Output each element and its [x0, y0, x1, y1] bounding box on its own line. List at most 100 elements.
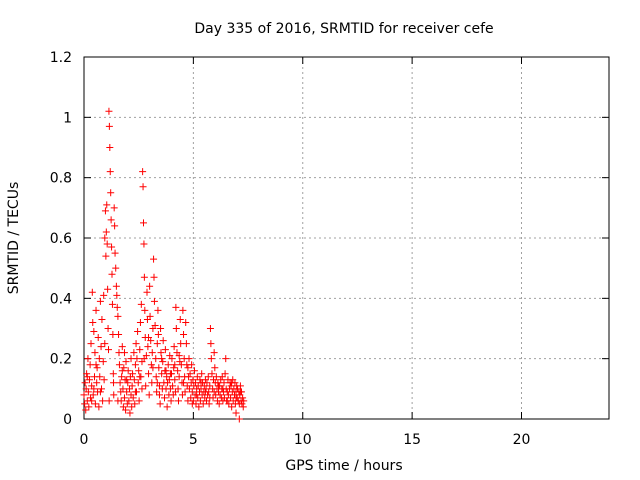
data-point: [95, 403, 103, 411]
data-point: [138, 385, 146, 393]
data-point: [232, 394, 240, 402]
data-point: [85, 403, 93, 411]
data-point: [194, 382, 202, 390]
data-point: [210, 349, 218, 357]
data-point: [222, 355, 230, 363]
data-point: [82, 406, 90, 414]
data-point: [180, 331, 188, 339]
data-point: [123, 376, 131, 384]
data-point: [146, 312, 154, 320]
data-point: [108, 300, 116, 308]
data-point: [172, 303, 180, 311]
data-point: [110, 204, 118, 212]
axis-ticks: 0 0.2 0.4 0.6 0.8 1 1.2 0 5 10 15 20: [50, 50, 609, 448]
data-point: [234, 385, 242, 393]
data-point: [115, 331, 123, 339]
data-point: [129, 394, 137, 402]
data-point: [150, 273, 158, 281]
data-point: [158, 355, 166, 363]
data-point: [101, 340, 109, 348]
data-point: [128, 403, 136, 411]
data-point: [98, 385, 105, 393]
y-tick-label: 0.8: [50, 171, 72, 187]
data-point: [140, 240, 148, 248]
data-point: [146, 282, 154, 290]
data-point: [151, 321, 159, 329]
data-point: [163, 403, 171, 411]
data-point: [204, 373, 212, 381]
data-point: [149, 364, 157, 372]
data-point: [116, 379, 124, 387]
data-point: [115, 361, 123, 369]
data-point: [145, 391, 153, 399]
data-point: [157, 325, 165, 332]
data-point: [125, 397, 133, 405]
data-point: [153, 388, 161, 396]
data-point: [106, 144, 114, 151]
data-point: [220, 379, 228, 387]
data-point: [98, 315, 106, 323]
data-point: [181, 388, 189, 396]
data-point: [101, 207, 109, 215]
data-point: [120, 349, 128, 357]
data-point: [195, 403, 203, 411]
data-point: [206, 325, 214, 332]
data-point: [240, 397, 248, 405]
data-point: [170, 364, 178, 372]
data-point: [122, 406, 130, 414]
data-point: [88, 288, 96, 296]
data-point: [140, 273, 148, 281]
data-point: [90, 328, 98, 336]
data-point: [170, 343, 178, 351]
data-point: [156, 400, 164, 408]
data-point: [136, 346, 144, 354]
data-point: [113, 291, 121, 299]
data-point: [206, 394, 214, 402]
data-point: [131, 361, 139, 369]
data-point: [169, 382, 177, 390]
data-point: [105, 397, 113, 405]
data-point: [161, 394, 168, 402]
data-point: [167, 397, 175, 405]
data-point: [131, 400, 139, 408]
data-point: [105, 122, 113, 130]
data-point: [137, 300, 145, 308]
data-point: [175, 397, 182, 405]
y-tick-label: 0: [63, 412, 72, 428]
data-point: [92, 306, 100, 314]
data-point: [144, 343, 152, 351]
data-point: [159, 337, 167, 345]
data-point: [130, 376, 138, 384]
data-point: [161, 346, 169, 354]
data-point: [84, 355, 92, 363]
y-tick-label: 1: [63, 110, 72, 126]
data-point: [120, 364, 128, 372]
data-point: [131, 388, 139, 396]
data-point: [185, 373, 193, 381]
data-point: [88, 397, 96, 405]
data-point: [127, 355, 135, 363]
data-point: [162, 367, 170, 375]
data-point: [102, 228, 110, 236]
data-point: [124, 379, 132, 387]
data-point: [123, 388, 131, 396]
data-point: [113, 303, 121, 311]
data-point: [216, 391, 224, 399]
data-point: [136, 318, 144, 326]
data-point: [96, 297, 104, 305]
data-point: [84, 388, 92, 396]
data-point: [147, 361, 155, 369]
data-point: [100, 291, 108, 299]
data-point: [91, 349, 99, 357]
data-point: [154, 306, 162, 314]
data-point: [198, 370, 206, 378]
data-point: [114, 397, 122, 405]
data-point: [153, 379, 161, 387]
data-point: [139, 183, 147, 191]
data-point: [185, 355, 193, 363]
data-point: [152, 373, 160, 381]
data-point: [205, 400, 213, 408]
data-point: [153, 340, 161, 348]
data-point: [83, 373, 91, 381]
